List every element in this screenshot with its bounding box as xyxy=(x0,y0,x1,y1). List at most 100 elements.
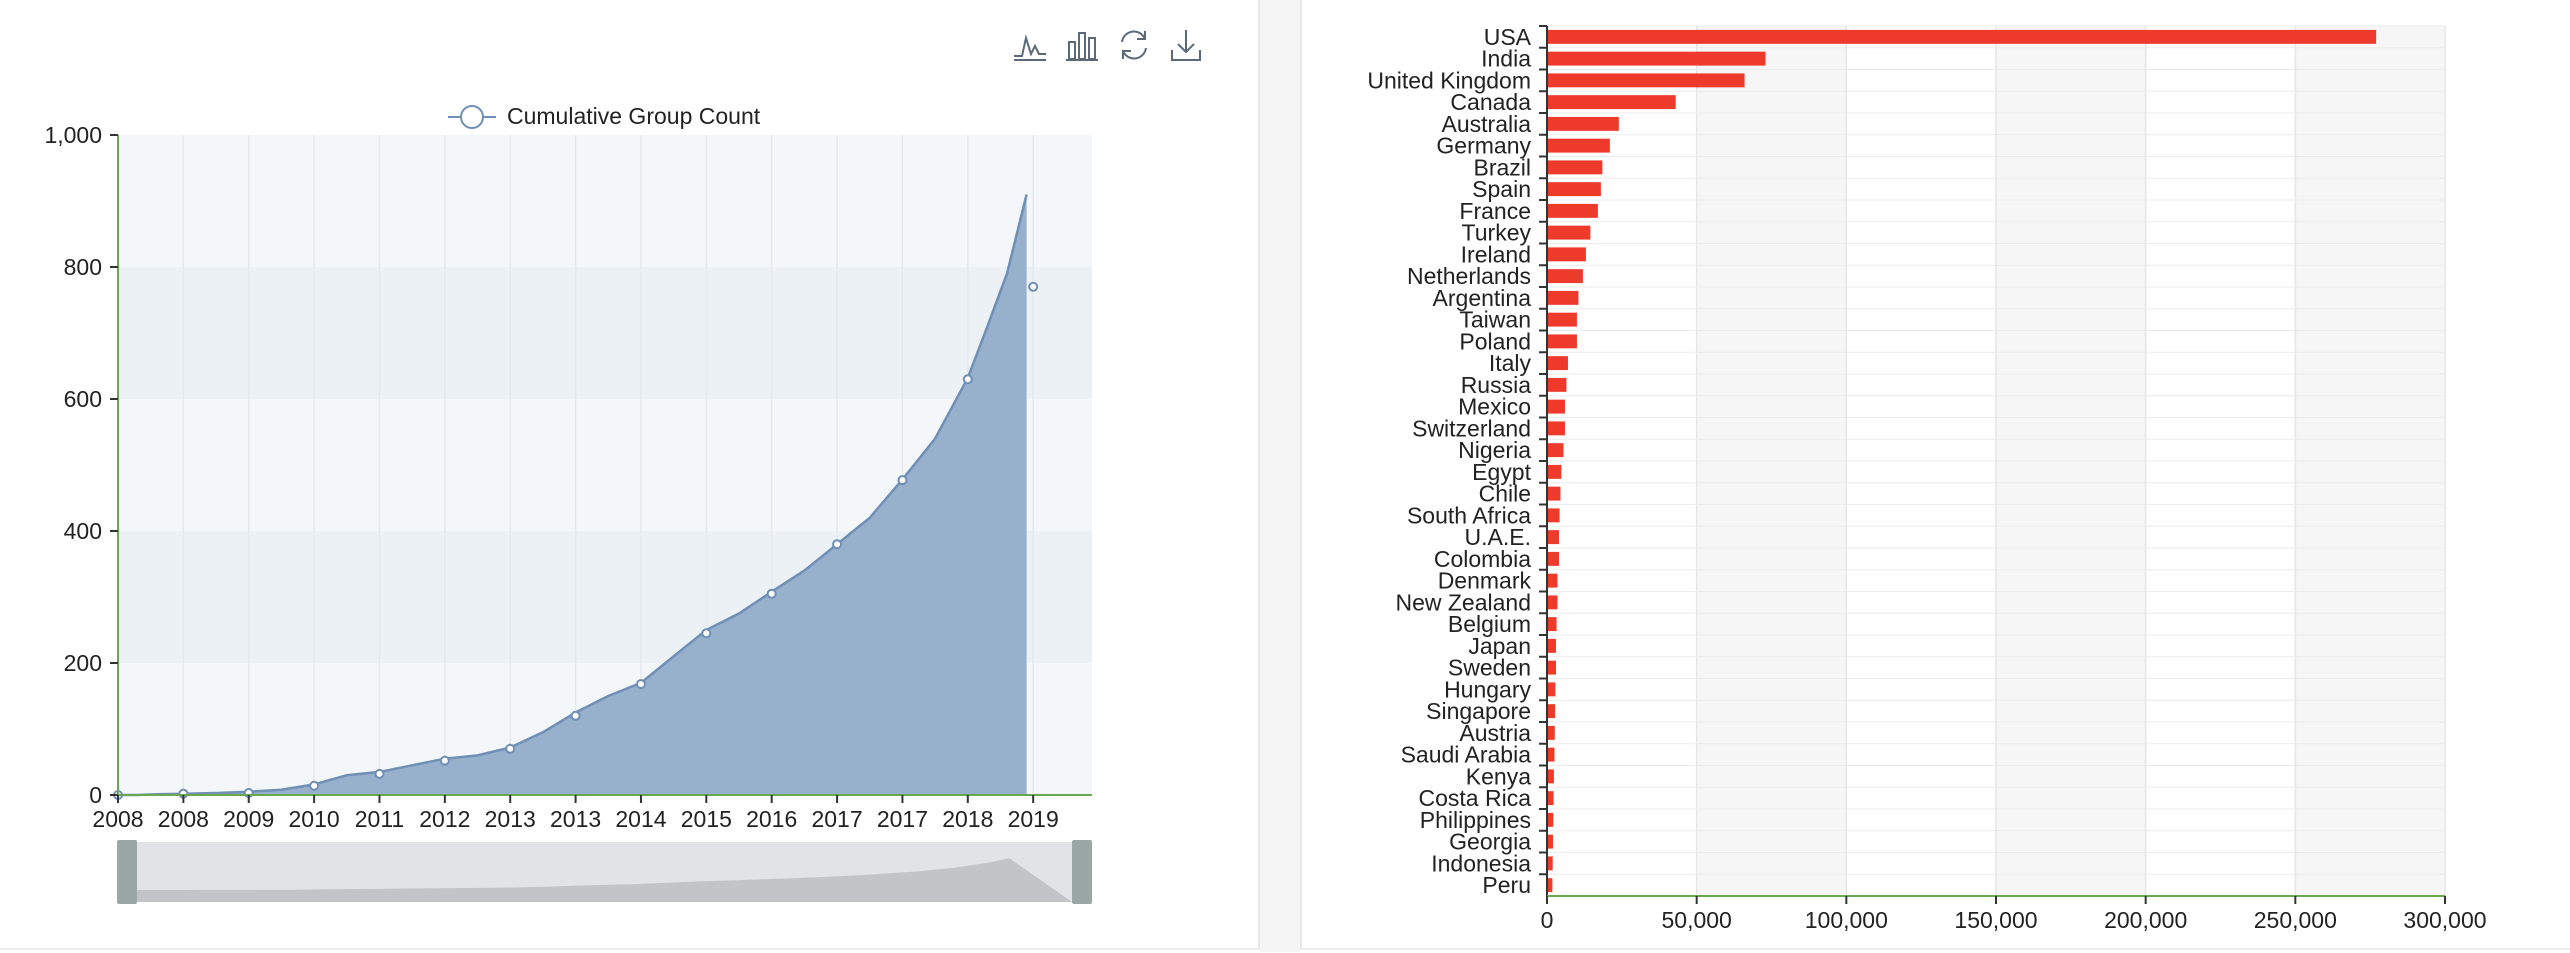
bar xyxy=(1547,769,1554,784)
bar xyxy=(1547,399,1565,414)
bar xyxy=(1547,464,1562,479)
category-label: Indonesia xyxy=(1431,850,1531,876)
category-label: Turkey xyxy=(1462,220,1532,246)
data-zoom-slider[interactable] xyxy=(117,840,1092,904)
data-point xyxy=(832,539,843,550)
bar-series xyxy=(1547,29,2377,893)
category-label: U.A.E. xyxy=(1465,524,1531,550)
x-tick-label: 2019 xyxy=(1008,806,1059,832)
slider-handle-right[interactable] xyxy=(1072,840,1092,904)
category-label: Russia xyxy=(1461,372,1532,398)
category-label: Taiwan xyxy=(1459,307,1531,333)
bar xyxy=(1547,312,1577,327)
bar xyxy=(1547,878,1553,893)
category-label: Ireland xyxy=(1461,241,1531,267)
bar xyxy=(1547,704,1556,719)
category-label: Japan xyxy=(1468,633,1531,659)
category-label: Nigeria xyxy=(1458,437,1531,463)
bar xyxy=(1547,725,1555,740)
data-point xyxy=(635,679,646,690)
category-label: Denmark xyxy=(1438,568,1532,594)
line-chart-icon[interactable] xyxy=(1012,26,1048,62)
bar xyxy=(1547,138,1610,153)
category-label: Argentina xyxy=(1433,285,1532,311)
data-point xyxy=(701,628,712,639)
category-label: Austria xyxy=(1459,720,1531,746)
data-point xyxy=(1028,281,1039,292)
bar xyxy=(1547,116,1619,131)
x-tick-label: 2009 xyxy=(223,806,274,832)
category-label: Egypt xyxy=(1472,459,1531,485)
y-tick-label: 800 xyxy=(64,254,102,280)
x-tick-label: 2017 xyxy=(811,806,862,832)
bar xyxy=(1547,182,1601,197)
bar xyxy=(1547,443,1564,458)
bar xyxy=(1547,290,1579,305)
bar xyxy=(1547,747,1555,762)
x-tick-label: 2012 xyxy=(419,806,470,832)
category-label: Netherlands xyxy=(1407,263,1531,289)
category-label: India xyxy=(1481,46,1531,72)
download-icon[interactable] xyxy=(1168,26,1204,62)
category-label: Poland xyxy=(1459,328,1531,354)
x-tick-label: 2008 xyxy=(158,806,209,832)
value-tick-label: 0 xyxy=(1541,907,1554,933)
category-label: Australia xyxy=(1442,111,1532,137)
value-tick-label: 250,000 xyxy=(2254,907,2337,933)
category-label: Costa Rica xyxy=(1419,785,1532,811)
data-point xyxy=(309,780,320,791)
data-point xyxy=(962,374,973,385)
panel-gap xyxy=(1260,0,1300,952)
category-label: Hungary xyxy=(1444,676,1531,702)
chart-legend[interactable]: Cumulative Group Count xyxy=(448,103,761,129)
data-point xyxy=(374,768,385,779)
category-label: Spain xyxy=(1472,176,1531,202)
value-tick-label: 50,000 xyxy=(1661,907,1731,933)
category-label: Georgia xyxy=(1449,829,1531,855)
x-tick-label: 2017 xyxy=(877,806,928,832)
category-label: Philippines xyxy=(1420,807,1531,833)
data-point xyxy=(439,755,450,766)
bar xyxy=(1547,334,1577,349)
category-label: Belgium xyxy=(1448,611,1531,637)
legend-marker-icon xyxy=(460,105,484,129)
value-axis: 0 50,000 100,000 150,000 200,000 250,000 300,0… xyxy=(1541,895,2487,933)
bar xyxy=(1547,225,1591,240)
x-tick-label: 2018 xyxy=(942,806,993,832)
category-label: Chile xyxy=(1479,481,1531,507)
category-label: Italy xyxy=(1489,350,1532,376)
data-point xyxy=(897,475,908,486)
slider-handle-left[interactable] xyxy=(117,840,137,904)
bar xyxy=(1547,812,1554,827)
bar xyxy=(1547,573,1558,588)
category-label: United Kingdom xyxy=(1367,67,1531,93)
cumulative-group-chart-panel: Cumulative Group Count 0 200 400 600 800 1,00… xyxy=(0,0,1260,950)
bar xyxy=(1547,29,2377,44)
x-tick-label: 2013 xyxy=(550,806,601,832)
bar-chart-icon[interactable] xyxy=(1064,26,1100,62)
x-axis: 2008 2008 2009 2010 2011 2012 2013 2013 2014 2015… xyxy=(92,794,1092,832)
bar xyxy=(1547,377,1567,392)
grid-band xyxy=(118,267,1092,399)
x-tick-label: 2013 xyxy=(485,806,536,832)
category-label: Canada xyxy=(1450,89,1531,115)
bar xyxy=(1547,791,1554,806)
slider-data-shadow xyxy=(137,858,1072,902)
bar xyxy=(1547,595,1558,610)
x-tick-label: 2016 xyxy=(746,806,797,832)
value-tick-label: 150,000 xyxy=(1954,907,2037,933)
category-label: New Zealand xyxy=(1395,589,1531,615)
bar xyxy=(1547,486,1561,501)
category-label: France xyxy=(1459,198,1531,224)
bar xyxy=(1547,551,1559,566)
restore-icon[interactable] xyxy=(1116,26,1152,62)
bar xyxy=(1547,160,1603,175)
bar xyxy=(1547,530,1559,545)
y-tick-label: 600 xyxy=(64,386,102,412)
bar xyxy=(1547,269,1583,284)
category-label: Mexico xyxy=(1458,394,1531,420)
area-fill xyxy=(118,194,1027,795)
x-tick-label: 2011 xyxy=(355,806,404,832)
